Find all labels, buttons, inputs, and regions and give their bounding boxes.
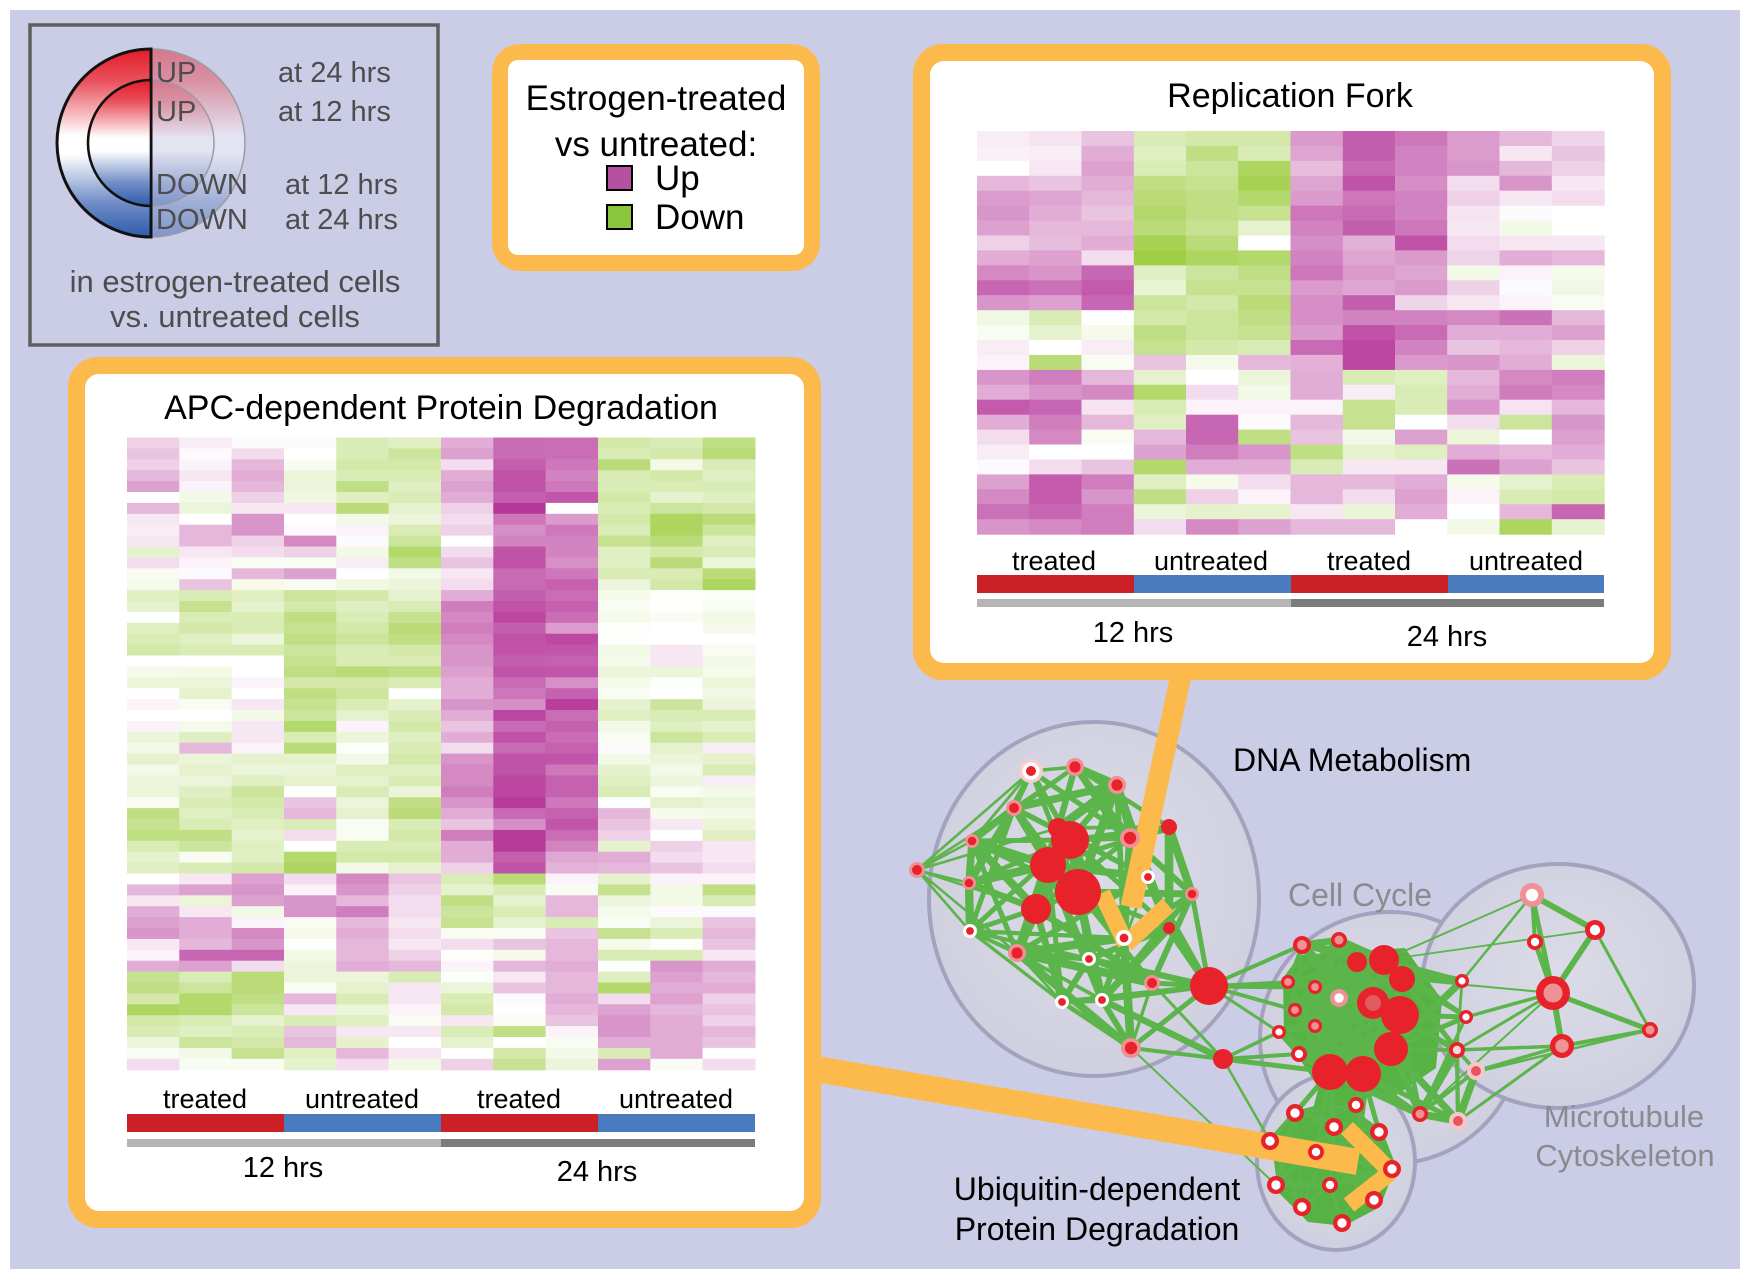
svg-text:vs untreated:: vs untreated: (555, 125, 757, 164)
svg-text:DOWN: DOWN (156, 169, 248, 201)
svg-text:DOWN: DOWN (156, 204, 248, 236)
svg-text:at 12 hrs: at 12 hrs (278, 96, 391, 128)
svg-text:Protein Degradation: Protein Degradation (955, 1211, 1240, 1247)
svg-text:treated: treated (1012, 546, 1096, 576)
svg-text:APC-dependent Protein Degradat: APC-dependent Protein Degradation (164, 389, 718, 427)
svg-text:Down: Down (655, 198, 744, 237)
svg-text:at 12 hrs: at 12 hrs (285, 169, 398, 201)
svg-text:in estrogen-treated cells: in estrogen-treated cells (70, 264, 401, 299)
svg-text:24 hrs: 24 hrs (1407, 621, 1488, 653)
svg-text:at 24 hrs: at 24 hrs (278, 57, 391, 89)
svg-text:at 24 hrs: at 24 hrs (285, 204, 398, 236)
svg-text:Ubiquitin-dependent: Ubiquitin-dependent (954, 1171, 1241, 1207)
svg-text:Microtubule: Microtubule (1544, 1099, 1704, 1134)
svg-text:12 hrs: 12 hrs (243, 1152, 324, 1184)
svg-text:untreated: untreated (1469, 546, 1583, 576)
svg-text:Up: Up (655, 159, 700, 198)
svg-text:vs. untreated cells: vs. untreated cells (110, 299, 360, 334)
svg-text:Replication Fork: Replication Fork (1167, 77, 1414, 115)
svg-text:UP: UP (156, 96, 196, 128)
svg-text:Cytoskeleton: Cytoskeleton (1535, 1138, 1714, 1173)
svg-text:UP: UP (156, 57, 196, 89)
svg-text:untreated: untreated (305, 1084, 419, 1114)
svg-text:12 hrs: 12 hrs (1093, 617, 1174, 649)
svg-text:untreated: untreated (619, 1084, 733, 1114)
svg-text:24 hrs: 24 hrs (557, 1156, 638, 1188)
svg-text:treated: treated (477, 1084, 561, 1114)
svg-text:Estrogen-treated: Estrogen-treated (526, 79, 787, 118)
svg-text:untreated: untreated (1154, 546, 1268, 576)
svg-text:treated: treated (1327, 546, 1411, 576)
svg-text:DNA Metabolism: DNA Metabolism (1233, 742, 1471, 778)
svg-text:treated: treated (163, 1084, 247, 1114)
svg-text:Cell Cycle: Cell Cycle (1288, 877, 1432, 913)
